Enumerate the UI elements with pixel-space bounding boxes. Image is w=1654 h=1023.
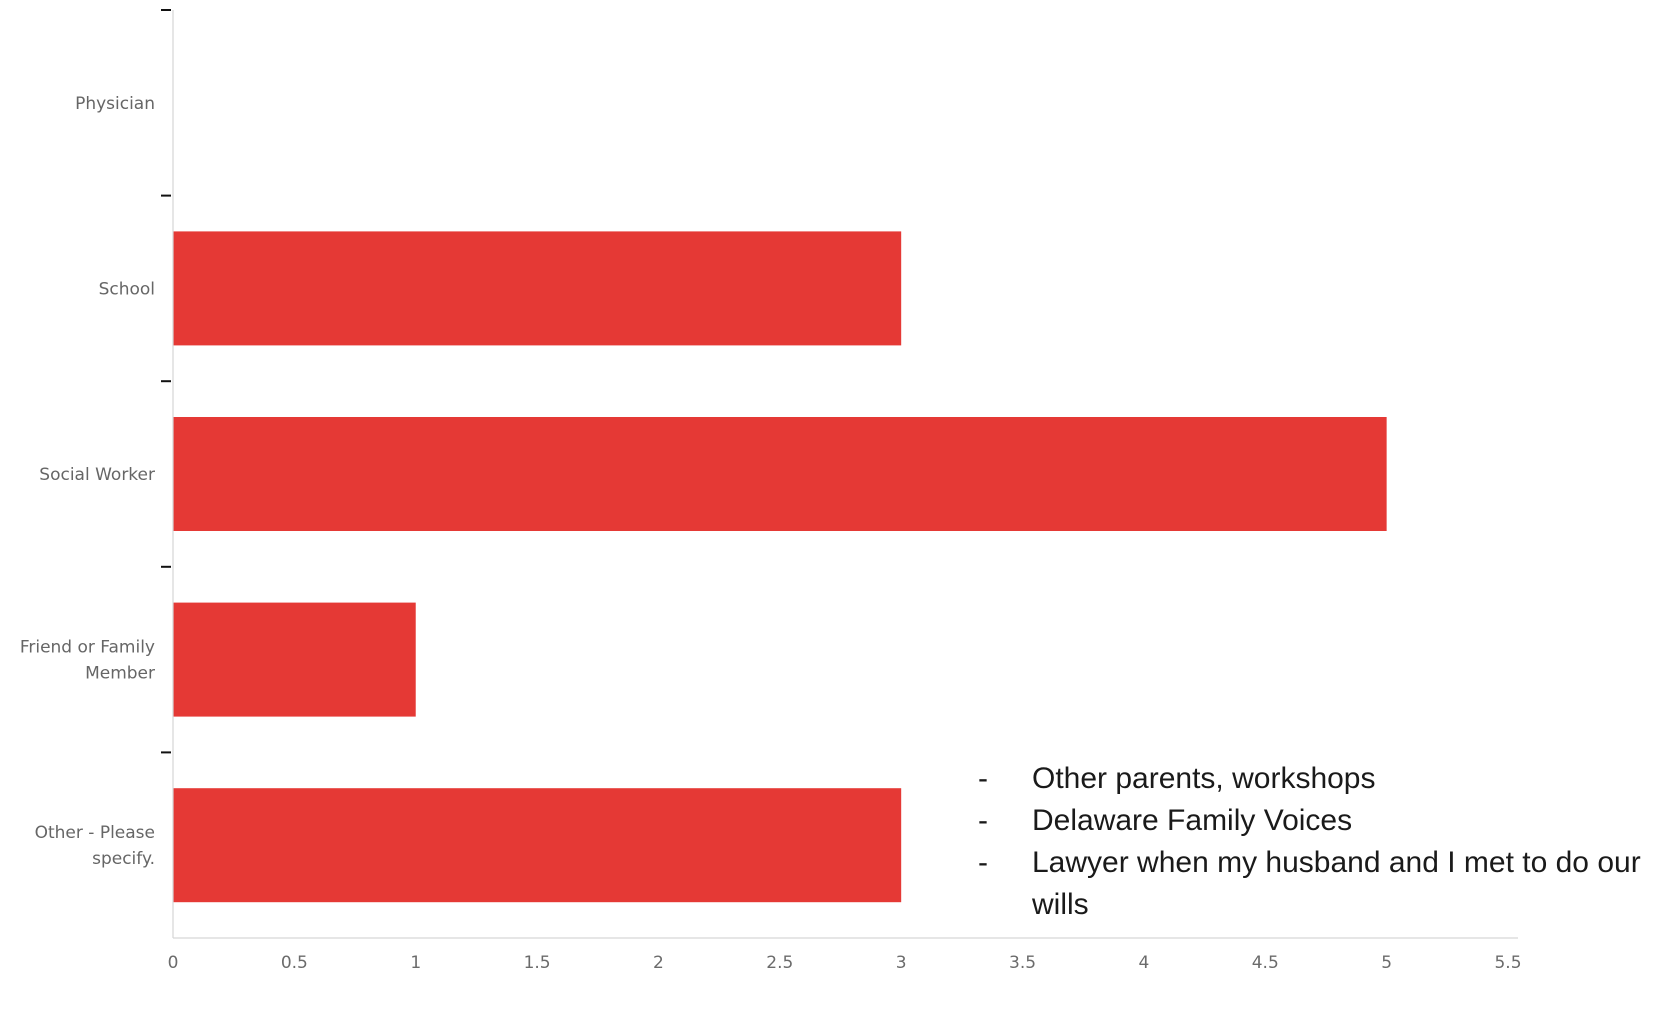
labels-layer: Physician School Social Worker Friend or Fa… [20,94,1522,973]
bar [173,231,902,346]
list-dash: - [978,804,988,837]
x-tick-label: 1 [410,953,421,973]
list-dash: - [978,762,988,795]
x-tick-label: 4 [1138,953,1149,973]
category-label: Physician [75,94,155,114]
other-response-item: - Other parents, workshops [978,758,1642,800]
x-tick-label: 3.5 [1009,953,1036,973]
category-label: Social Worker [39,465,155,485]
bars-layer [173,231,1387,903]
category-label: Other - Please [35,823,155,843]
list-dash: - [978,846,988,879]
other-response-text: Delaware Family Voices [1032,804,1353,837]
axes-layer [161,9,1518,939]
x-tick-label: 2.5 [766,953,793,973]
other-response-text: Lawyer when my husband and I met to do o… [1032,846,1641,921]
other-response-item: - Delaware Family Voices [978,800,1642,842]
category-label: School [99,279,155,299]
category-label: Member [85,664,155,684]
bar [173,602,416,717]
x-tick-label: 3 [896,953,907,973]
bar [173,788,902,903]
x-tick-label: 4.5 [1252,953,1279,973]
other-response-item: - Lawyer when my husband and I met to do… [978,842,1642,926]
category-label: specify. [92,849,155,869]
other-responses-list: - Other parents, workshops - Delaware Fa… [978,758,1642,926]
category-label: Friend or Family [20,638,155,658]
x-tick-label: 0 [168,953,179,973]
x-tick-label: 2 [653,953,664,973]
x-tick-label: 0.5 [281,953,308,973]
x-tick-label: 5 [1381,953,1392,973]
other-response-text: Other parents, workshops [1032,762,1376,795]
x-tick-label: 5.5 [1494,953,1521,973]
x-tick-label: 1.5 [524,953,551,973]
bar [173,417,1387,531]
